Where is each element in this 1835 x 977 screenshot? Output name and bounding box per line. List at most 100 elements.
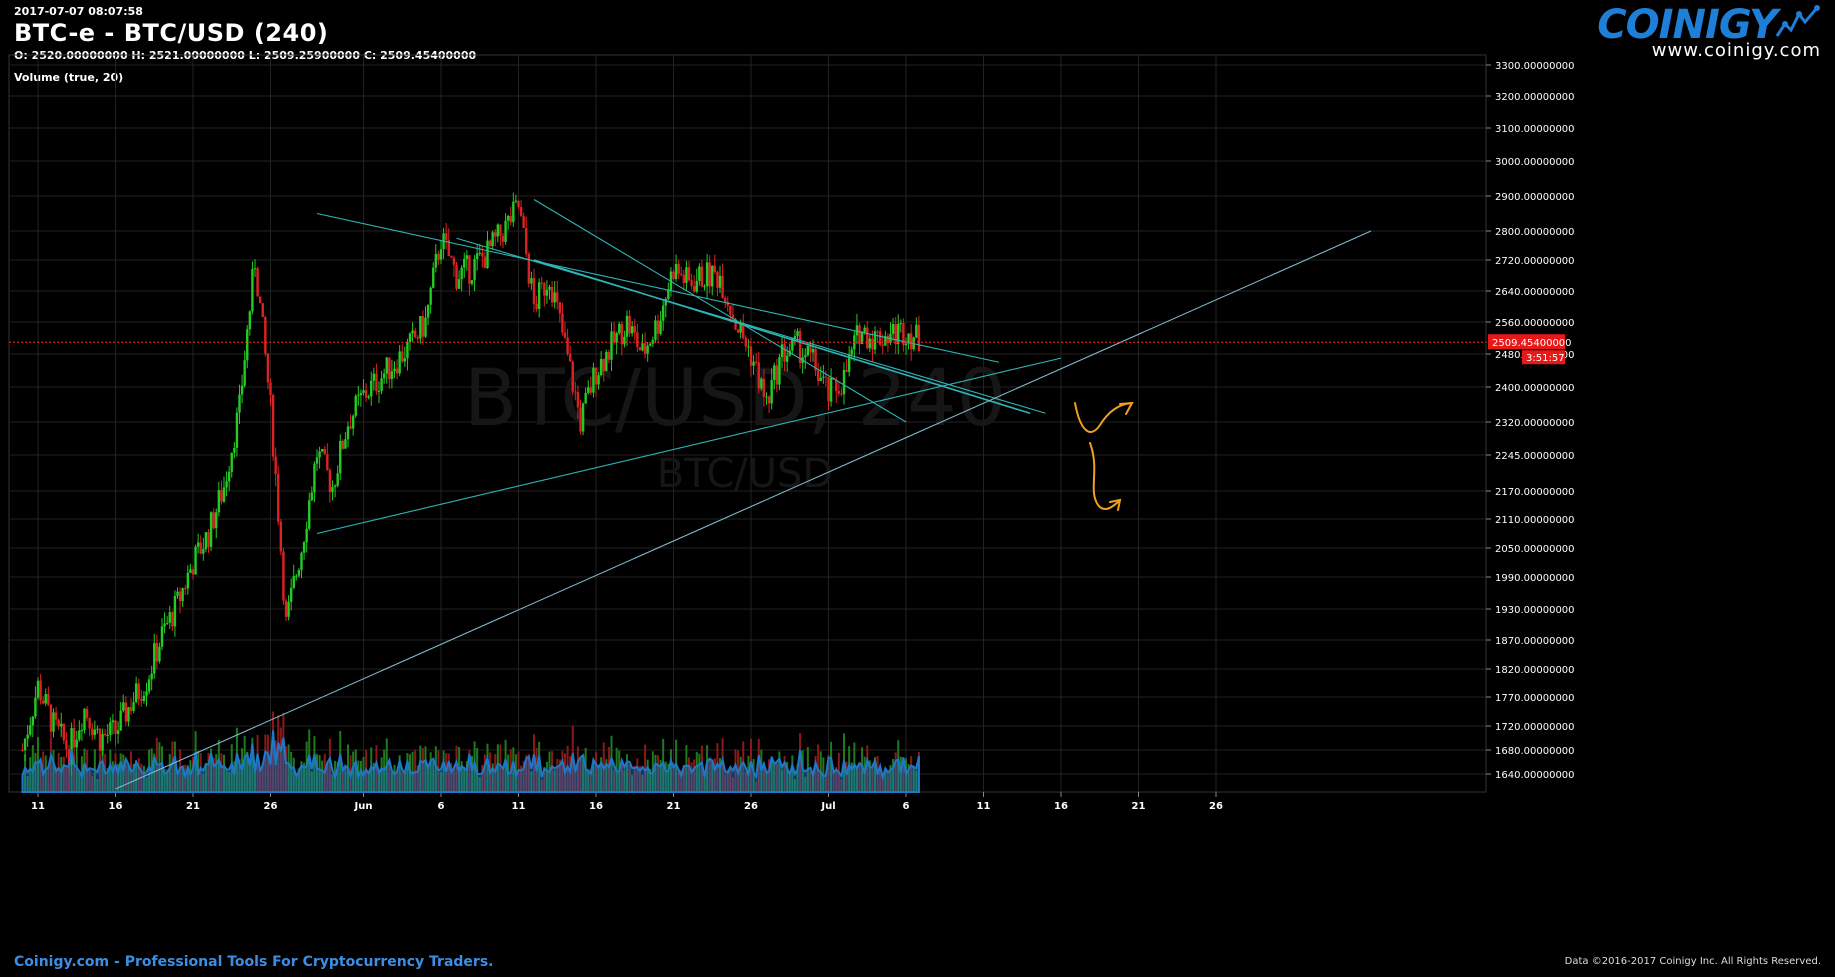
candle-body (835, 379, 838, 391)
candle-body (814, 349, 817, 371)
y-tick-label: 3200.00000000 (1495, 92, 1575, 103)
volume-bar (207, 752, 210, 792)
candle-body (858, 325, 861, 345)
volume-bar (127, 763, 130, 792)
candle-body (359, 392, 363, 396)
candle-body (98, 728, 102, 751)
candle-body (532, 278, 536, 304)
volume-bar (814, 755, 817, 792)
volume-bar (246, 751, 249, 792)
candle-body (506, 215, 510, 221)
candle-body (597, 375, 600, 385)
candle-body (491, 232, 494, 247)
candle-body (274, 456, 277, 474)
volume-bar (460, 761, 463, 792)
candle-body (62, 723, 66, 741)
candle-body (398, 351, 401, 374)
volume-bar (522, 760, 525, 792)
last-price-badge: 2509.45400000 3:51:57 (1488, 334, 1572, 365)
candle-body (318, 451, 321, 458)
volume-bar (148, 749, 151, 792)
candle-body (240, 385, 244, 395)
footer-tagline[interactable]: Coinigy.com - Professional Tools For Cry… (14, 954, 494, 970)
candle-body (313, 463, 316, 493)
volume-bar (135, 760, 138, 792)
volume-bar (393, 765, 396, 792)
candle-body (163, 623, 166, 627)
candle-body (612, 331, 616, 343)
volume-bar (29, 757, 32, 792)
candle-body (253, 268, 257, 270)
up-arrow-path (1074, 402, 1133, 433)
candle-body (419, 315, 422, 339)
volume-bar (848, 746, 851, 792)
candle-body (646, 345, 649, 354)
candle-body (866, 327, 869, 349)
coinigy-logo[interactable]: COINIGY www.coinigy.com (1597, 2, 1821, 62)
volume-bar (282, 712, 285, 792)
volume-bar (101, 750, 104, 792)
candle-body (860, 332, 864, 345)
candle-body (677, 264, 680, 274)
candle-body (390, 371, 394, 380)
candle-body (194, 546, 197, 575)
volume-bar (49, 737, 52, 792)
candle-body (372, 373, 376, 381)
candle-body (855, 325, 859, 336)
candle-body (780, 344, 784, 357)
volume-bar (840, 779, 843, 792)
candle-body (370, 380, 373, 397)
volume-bar (403, 773, 406, 792)
volume-bar (60, 757, 63, 792)
volume-bar (809, 771, 812, 792)
volume-bar (483, 754, 486, 792)
volume-bar (799, 733, 802, 792)
volume-bar (375, 745, 378, 792)
volume-bar (853, 742, 856, 792)
volume-bar (212, 757, 215, 792)
volume-bar (579, 757, 582, 792)
candle-body (191, 569, 195, 575)
volume-bar (574, 764, 577, 792)
candle-body (65, 740, 68, 750)
volume-bar (287, 744, 290, 792)
volume-bar (440, 772, 442, 792)
candle-body (656, 320, 660, 334)
candle-body (271, 395, 275, 457)
candle-body (649, 343, 652, 346)
candle-body (783, 344, 786, 362)
volume-bar (620, 763, 623, 792)
candle-body (571, 361, 574, 392)
volume-bar (755, 781, 758, 792)
volume-bar (199, 752, 202, 792)
volume-bar (892, 758, 895, 792)
volume-bar (721, 738, 724, 792)
watermark-pair-small: BTC/USD (657, 451, 833, 497)
candle-body (23, 738, 27, 751)
y-tick-label: 2400.00000000 (1495, 383, 1575, 394)
volume-bar (168, 753, 171, 792)
candle-body (718, 275, 722, 288)
trendlines (115, 199, 1372, 790)
volume-bar (734, 749, 737, 792)
volume-bar (83, 748, 86, 792)
candle-body (881, 344, 884, 346)
volume-bar (277, 715, 280, 792)
volume-bar (55, 767, 58, 792)
volume-bar (321, 760, 324, 792)
candle-body (114, 720, 117, 734)
volume-bar (770, 759, 773, 792)
candle-body (509, 215, 512, 223)
volume-bar (106, 768, 109, 792)
candle-body (468, 255, 471, 284)
candle-body (558, 302, 562, 314)
candle-body (700, 266, 704, 287)
candle-body (760, 378, 763, 389)
candle-body (638, 347, 642, 351)
candle-body (207, 532, 210, 547)
candle-body (553, 292, 556, 303)
volume-bar (272, 711, 275, 792)
candle-body (196, 542, 200, 547)
x-tick-label: 16 (589, 801, 603, 812)
